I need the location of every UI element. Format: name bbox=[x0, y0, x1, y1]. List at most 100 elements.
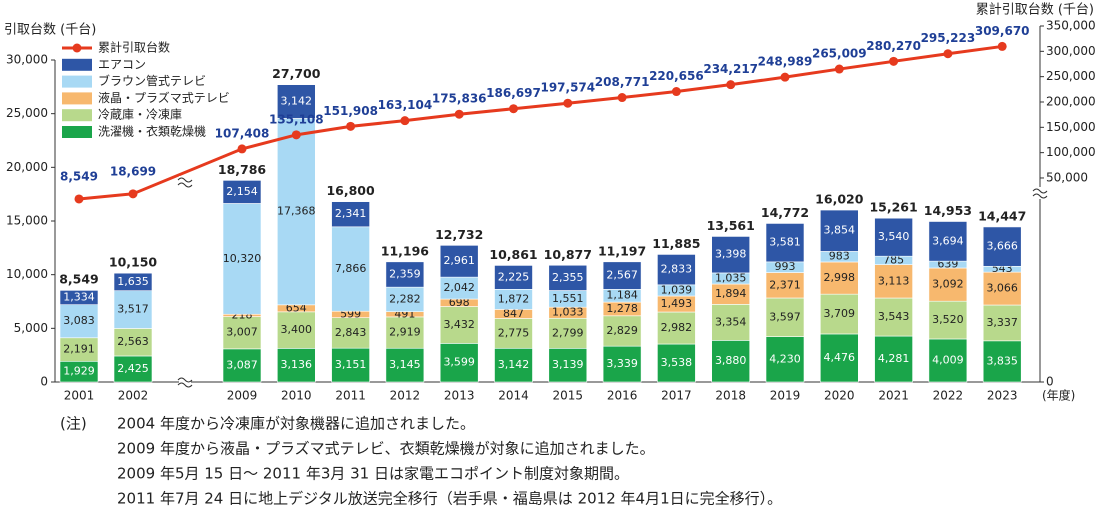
bar-segment-label: 2,355 bbox=[552, 271, 584, 284]
x-tick-label: 2022 bbox=[933, 389, 964, 403]
bar-segment-label: 2,998 bbox=[824, 271, 856, 284]
bar-total-label: 10,150 bbox=[109, 255, 158, 270]
bar-segment bbox=[222, 203, 262, 315]
bar-segment bbox=[548, 348, 588, 383]
y2-tick-label: 0 bbox=[1046, 375, 1054, 389]
y-tick-label: 20,000 bbox=[6, 160, 48, 174]
bar-segment bbox=[331, 201, 370, 228]
bar-segment bbox=[657, 343, 696, 383]
bar-segment-label: 3,517 bbox=[117, 303, 149, 316]
bar-segment-label: 1,278 bbox=[606, 302, 638, 315]
bar-segment-label: 3,083 bbox=[63, 314, 95, 327]
line-value-label: 18,699 bbox=[110, 164, 156, 178]
bar-segment-label: 2,567 bbox=[606, 269, 638, 282]
bar-segment bbox=[59, 304, 99, 339]
line-point bbox=[237, 144, 247, 154]
line-value-label: 234,217 bbox=[703, 62, 758, 76]
x-tick-label: 2021 bbox=[878, 389, 909, 403]
legend-swatch bbox=[62, 75, 92, 88]
legend-label: ブラウン管式テレビ bbox=[98, 73, 206, 88]
bar-segment bbox=[874, 217, 913, 257]
line-value-label: 265,009 bbox=[812, 47, 867, 61]
line-value-label: 295,223 bbox=[921, 31, 976, 45]
line-value-label: 186,697 bbox=[486, 86, 541, 100]
legend-marker bbox=[72, 43, 82, 53]
bar-segment-label: 2,282 bbox=[389, 292, 421, 305]
x-tick-label: 2002 bbox=[118, 389, 149, 403]
y2-tick-label: 150,000 bbox=[1046, 120, 1096, 134]
bar-segment-label: 2,563 bbox=[117, 335, 149, 348]
bar-segment bbox=[819, 333, 859, 383]
bar-segment-label: 2,829 bbox=[606, 324, 638, 337]
bar-segment-label: 4,281 bbox=[878, 352, 910, 365]
bar-segment-label: 3,709 bbox=[824, 307, 856, 320]
x-tick-label: 2017 bbox=[661, 389, 692, 403]
line-point bbox=[509, 104, 518, 114]
bar-segment bbox=[59, 290, 99, 305]
bar-segment-label: 3,520 bbox=[932, 313, 964, 326]
bar-segment-label: 3,142 bbox=[498, 358, 530, 371]
bar-segment bbox=[276, 311, 316, 349]
bar-segment bbox=[113, 272, 153, 292]
x-tick-label: 2011 bbox=[335, 389, 366, 403]
legend-label: 液晶・プラズマ式テレビ bbox=[98, 90, 230, 105]
legend-label: 冷蔵庫・冷凍庫 bbox=[98, 108, 182, 122]
bar-segment-label: 3,139 bbox=[552, 358, 584, 371]
bar-segment-label: 2,042 bbox=[443, 281, 475, 294]
bar-segment-label: 3,694 bbox=[932, 234, 964, 247]
line-point bbox=[346, 121, 356, 131]
x-tick-label: 2019 bbox=[770, 389, 801, 403]
bar-segment bbox=[928, 221, 968, 262]
line-point bbox=[400, 116, 410, 126]
bar-total-label: 14,447 bbox=[978, 208, 1026, 223]
line-value-label: 197,574 bbox=[540, 81, 595, 95]
x-tick-label: 2012 bbox=[390, 389, 421, 403]
bar-total-label: 27,700 bbox=[272, 66, 321, 81]
note: 2004 年度から冷凍庫が対象機器に追加されました。 bbox=[117, 415, 475, 433]
bar-segment bbox=[385, 316, 425, 349]
bar-segment-label: 2,359 bbox=[389, 267, 421, 280]
bar-segment bbox=[222, 316, 262, 350]
bar-total-label: 16,800 bbox=[326, 183, 375, 198]
bar-segment bbox=[222, 348, 262, 383]
bar-segment bbox=[385, 347, 425, 383]
bar-segment-label: 3,087 bbox=[226, 358, 258, 371]
bar-segment-label: 2,775 bbox=[498, 326, 530, 339]
notes-label: (注) bbox=[60, 415, 87, 433]
y2-tick-label: 100,000 bbox=[1046, 145, 1096, 159]
bar-total-label: 8,549 bbox=[59, 272, 99, 287]
axis-break-bg bbox=[1034, 187, 1046, 199]
bar-segment bbox=[113, 328, 153, 357]
bar-segment bbox=[765, 297, 805, 337]
x-unit: (年度) bbox=[1042, 388, 1075, 403]
bar-segment-label: 17,368 bbox=[277, 205, 316, 218]
legend-swatch bbox=[62, 126, 92, 138]
bar-segment bbox=[439, 245, 479, 278]
y2-tick-label: 300,000 bbox=[1046, 44, 1096, 58]
bar-segment bbox=[276, 84, 316, 119]
line-point bbox=[671, 87, 681, 97]
bar-total-label: 18,786 bbox=[218, 162, 267, 177]
bar-total-label: 12,732 bbox=[435, 227, 483, 242]
y2-tick-label: 50,000 bbox=[1046, 170, 1088, 184]
bar-segment-label: 1,184 bbox=[606, 289, 638, 302]
bar-segment-label: 3,540 bbox=[878, 230, 910, 243]
x-tick-label: 2015 bbox=[553, 389, 584, 403]
legend-swatch bbox=[62, 109, 92, 122]
bar-segment-label: 1,872 bbox=[498, 292, 530, 305]
bar-segment-label: 3,581 bbox=[769, 236, 801, 249]
bar-segment-label: 1,894 bbox=[715, 287, 747, 300]
bar-segment bbox=[928, 338, 968, 383]
bar-segment bbox=[982, 271, 1022, 306]
y-tick-label: 30,000 bbox=[6, 53, 48, 67]
bar-segment-label: 1,493 bbox=[661, 297, 693, 310]
x-tick-label: 2023 bbox=[987, 389, 1018, 403]
line-value-label: 8,549 bbox=[60, 169, 98, 183]
axis-break bbox=[1032, 188, 1048, 199]
bar-total-label: 13,561 bbox=[707, 218, 755, 233]
bar-segment-label: 785 bbox=[883, 253, 904, 266]
bar-segment-label: 1,035 bbox=[715, 271, 747, 284]
bar-segment bbox=[276, 348, 316, 383]
bar-segment-label: 2,961 bbox=[443, 254, 475, 267]
